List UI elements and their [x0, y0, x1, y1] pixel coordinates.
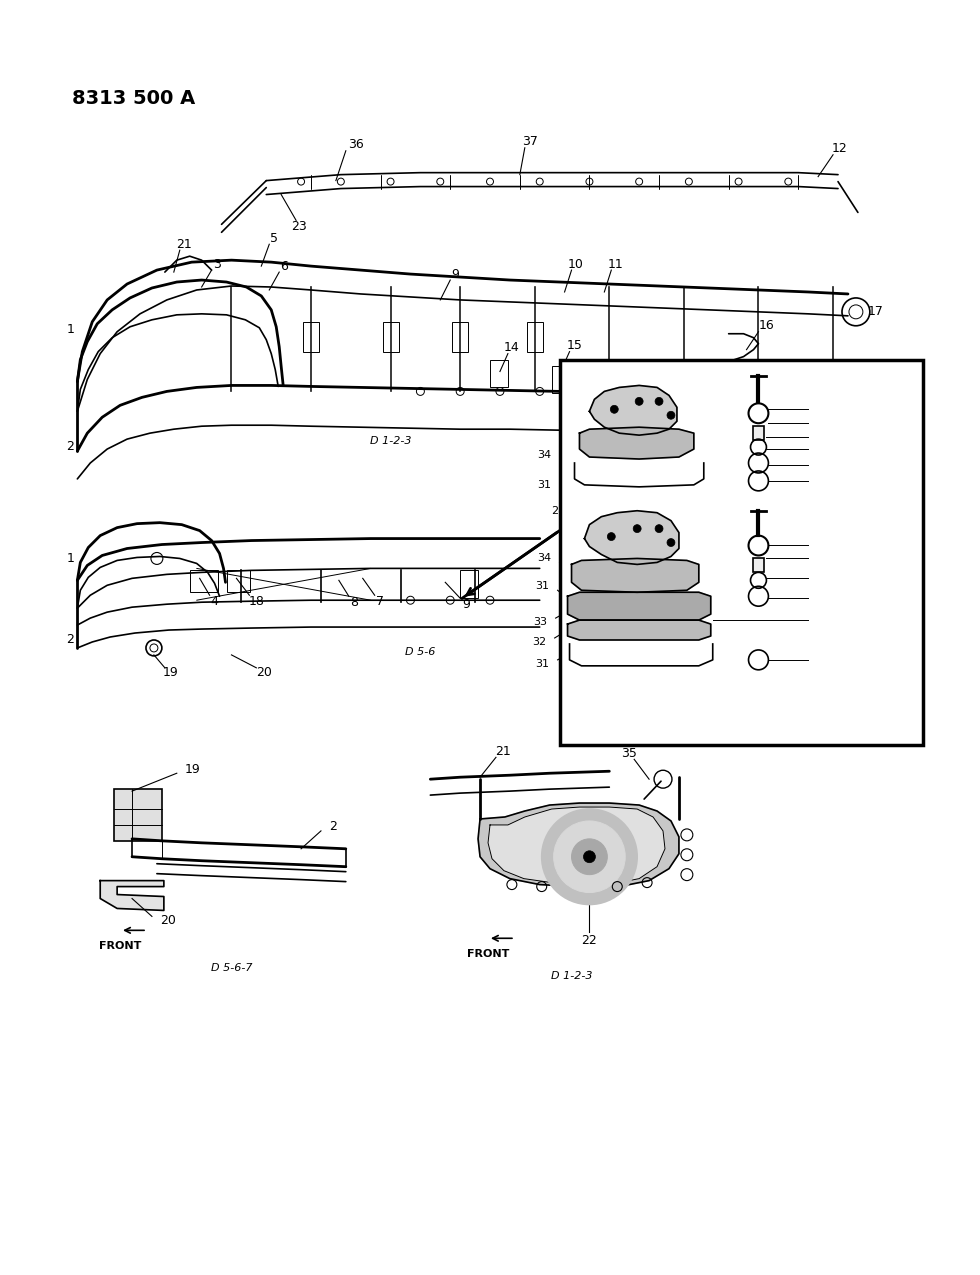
- Text: 30: 30: [816, 615, 830, 625]
- Text: W/7″ RAIL: W/7″ RAIL: [659, 676, 728, 688]
- Text: 35: 35: [621, 747, 637, 760]
- Text: 23: 23: [291, 219, 307, 233]
- Text: 2: 2: [329, 820, 337, 834]
- Text: 16: 16: [759, 319, 774, 333]
- Text: 19: 19: [163, 667, 178, 680]
- Bar: [560, 360, 922, 746]
- Text: 1: 1: [67, 552, 74, 565]
- Text: 19: 19: [185, 762, 201, 775]
- Text: 10: 10: [567, 258, 583, 270]
- Bar: [753, 426, 764, 440]
- Text: 2: 2: [67, 440, 74, 453]
- Text: D 1-2-3: D 1-2-3: [551, 972, 592, 980]
- Bar: [114, 789, 162, 840]
- Bar: [527, 321, 543, 352]
- Bar: [490, 360, 508, 388]
- Text: 2: 2: [67, 634, 74, 646]
- Text: 5: 5: [270, 232, 278, 245]
- Text: 18: 18: [248, 594, 265, 608]
- Text: 22: 22: [581, 933, 597, 947]
- Text: 6: 6: [280, 260, 288, 273]
- Text: 31: 31: [538, 479, 552, 490]
- Text: 34: 34: [537, 450, 552, 460]
- Polygon shape: [589, 385, 677, 435]
- Text: D 5-6-7: D 5-6-7: [211, 963, 252, 973]
- Text: 24: 24: [816, 404, 830, 414]
- Text: 32: 32: [532, 638, 547, 646]
- Text: 36: 36: [348, 138, 364, 152]
- Polygon shape: [567, 620, 710, 640]
- Text: 25: 25: [592, 518, 607, 528]
- Text: 1: 1: [67, 324, 74, 337]
- Polygon shape: [100, 881, 164, 910]
- Text: 27: 27: [816, 444, 830, 454]
- Text: 14: 14: [504, 342, 519, 354]
- Text: 29: 29: [816, 460, 830, 470]
- Text: 7: 7: [375, 594, 383, 608]
- Text: 28: 28: [552, 506, 565, 515]
- Bar: [552, 366, 569, 394]
- Circle shape: [608, 533, 615, 541]
- Text: 8313 500 A: 8313 500 A: [73, 88, 196, 107]
- Text: 29: 29: [816, 593, 830, 603]
- Text: 24: 24: [816, 539, 830, 550]
- Text: 33: 33: [534, 617, 548, 627]
- Bar: [303, 321, 318, 352]
- Text: 20: 20: [257, 667, 272, 680]
- Text: 26: 26: [816, 553, 830, 564]
- Text: 31: 31: [536, 659, 550, 669]
- Bar: [452, 321, 468, 352]
- Circle shape: [611, 405, 618, 413]
- Polygon shape: [488, 807, 665, 885]
- Text: 21: 21: [175, 237, 192, 251]
- Text: 26: 26: [816, 432, 830, 442]
- Text: D 1-2-3: D 1-2-3: [369, 436, 412, 446]
- Circle shape: [635, 398, 643, 405]
- Circle shape: [633, 524, 641, 533]
- Text: D 5-6: D 5-6: [405, 646, 435, 657]
- Circle shape: [554, 821, 625, 892]
- Text: 34: 34: [537, 553, 552, 564]
- Polygon shape: [478, 803, 679, 886]
- Bar: [190, 570, 218, 593]
- Circle shape: [655, 524, 663, 533]
- Text: 21: 21: [495, 745, 511, 757]
- Bar: [382, 321, 399, 352]
- Circle shape: [583, 850, 596, 863]
- Polygon shape: [571, 558, 699, 593]
- Circle shape: [655, 398, 663, 405]
- Text: 31: 31: [536, 581, 550, 592]
- Text: 3: 3: [213, 258, 220, 270]
- Polygon shape: [579, 427, 694, 459]
- Text: 4: 4: [211, 594, 219, 608]
- Text: 20: 20: [160, 914, 175, 927]
- Bar: [461, 570, 478, 598]
- Text: 9: 9: [451, 268, 460, 280]
- Text: 11: 11: [608, 258, 623, 270]
- Circle shape: [571, 839, 608, 875]
- Text: FRONT: FRONT: [99, 941, 141, 951]
- Bar: [226, 570, 250, 593]
- Text: 8: 8: [350, 595, 358, 608]
- Text: 9: 9: [463, 598, 470, 611]
- Text: 12: 12: [832, 143, 848, 156]
- Circle shape: [667, 412, 675, 419]
- Text: 25: 25: [816, 655, 830, 664]
- Text: 17: 17: [868, 305, 884, 319]
- Polygon shape: [584, 511, 679, 565]
- Text: 15: 15: [566, 339, 582, 352]
- Bar: [753, 558, 764, 572]
- Text: FRONT: FRONT: [466, 949, 510, 959]
- Polygon shape: [567, 593, 710, 620]
- Text: 27: 27: [816, 574, 830, 584]
- Text: 25: 25: [816, 476, 830, 486]
- Text: 25: 25: [816, 418, 830, 428]
- Text: W/6″ RAIL: W/6″ RAIL: [659, 496, 728, 509]
- Circle shape: [542, 810, 637, 904]
- Circle shape: [667, 538, 675, 547]
- Text: 28: 28: [731, 382, 745, 393]
- Text: 37: 37: [521, 135, 538, 148]
